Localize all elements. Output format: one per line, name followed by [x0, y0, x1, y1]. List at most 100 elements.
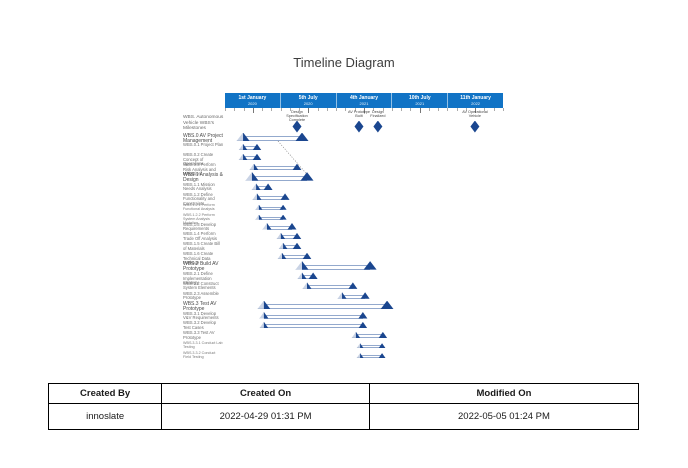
axis-year-label: 2021 — [415, 101, 425, 106]
gantt-row: WBS.1.2 Define Functionality and Constra… — [183, 192, 505, 206]
task-bar-canvas — [225, 202, 503, 212]
tick-mark — [345, 108, 347, 111]
gantt-row: WBS.2.2 Construct System Elements — [183, 281, 505, 291]
task-start-marker-icon — [262, 223, 272, 230]
axis-date-label: 10th July — [408, 95, 431, 101]
gantt-row: WBS.2.1 Define Implementation Strategy — [183, 271, 505, 285]
start-marker-dark — [256, 193, 262, 200]
task-end-marker-icon — [295, 132, 309, 141]
start-marker-dark — [342, 292, 347, 299]
tick-mark — [354, 108, 356, 111]
milestone-row-label: WBS. Autonomous Vehicle WBS's Milestones — [183, 115, 224, 132]
task-end-marker-icon — [308, 272, 318, 279]
task-bar-canvas — [225, 271, 503, 281]
gantt-row: WBS.3.3.1 Conduct Lab Testing — [183, 341, 505, 351]
task-duration-bar — [263, 314, 363, 319]
start-marker-dark — [355, 331, 361, 339]
task-start-marker-icon — [295, 261, 309, 270]
axis-date-label: 11th January — [460, 95, 491, 101]
task-start-marker-icon — [251, 183, 261, 190]
timeline-ticks — [225, 108, 504, 114]
meta-value-cell: 2022-05-05 01:24 PM — [368, 403, 640, 430]
gantt-row: WBS.1.2.1 Perform Functional Analysis — [183, 202, 505, 212]
start-marker-dark — [281, 252, 287, 260]
tick-mark — [410, 108, 412, 111]
task-end-marker-icon — [252, 153, 262, 161]
task-end-marker-icon — [378, 343, 386, 349]
milestone-label: AV Prototype Built — [347, 110, 371, 119]
task-label: WBS.0.2 Create Concept of Operations — [183, 152, 214, 167]
task-end-marker-icon — [358, 312, 368, 319]
task-bar-canvas — [225, 252, 503, 262]
gantt-row: WBS.2.3 Assemble Prototype — [183, 291, 505, 301]
task-bar-canvas — [225, 163, 503, 173]
axis-year-label: 2020 — [247, 101, 257, 106]
task-start-marker-icon — [277, 252, 287, 260]
task-bar-canvas — [225, 331, 503, 341]
gantt-row: WBS.1.6 Create Technical Data Package — [183, 251, 505, 265]
tick-mark — [280, 108, 282, 111]
task-bar-canvas — [225, 351, 503, 361]
task-duration-bar — [263, 324, 363, 329]
task-end-marker-icon — [363, 261, 377, 270]
task-end-marker-icon — [292, 242, 302, 250]
meta-header-cell: Created By — [47, 383, 163, 404]
task-label: WBS.0 AV Project Management — [183, 132, 223, 144]
task-end-marker-icon — [263, 183, 273, 190]
start-marker-dark — [302, 272, 307, 279]
gantt-row: WBS.0.2 Create Concept of Operations — [183, 153, 505, 166]
task-end-marker-icon — [380, 300, 394, 310]
tick-mark — [262, 108, 264, 111]
task-bar-canvas — [225, 321, 503, 331]
gantt-row: WBS.2 Build AV Prototype — [183, 261, 505, 272]
task-bar-canvas — [225, 232, 503, 242]
gantt-row: WBS.0 AV Project Management — [183, 132, 505, 144]
axis-date-label: 4th January — [349, 95, 379, 101]
task-bar-canvas — [225, 143, 503, 153]
gantt-row: WBS.0.3 Perform Risk Analysis and Mitiga… — [183, 162, 505, 176]
task-bar-canvas — [225, 153, 503, 163]
tick-mark — [225, 108, 226, 111]
task-start-marker-icon — [255, 204, 263, 210]
task-duration-bar — [258, 206, 284, 210]
task-start-marker-icon — [252, 193, 262, 200]
start-marker-dark — [253, 163, 259, 171]
start-marker-dark — [263, 312, 269, 319]
task-label: WBS.3.1 Develop V&V Requirements — [183, 310, 219, 321]
start-marker-dark — [243, 143, 248, 151]
tick-mark — [317, 108, 319, 111]
task-label: WBS.3.3.1 Conduct Lab Testing — [183, 341, 223, 350]
task-start-marker-icon — [356, 353, 364, 359]
milestone-label: Design Specification Complete — [286, 110, 308, 123]
axis-date-label: 1st January — [238, 95, 267, 101]
task-start-marker-icon — [259, 321, 269, 329]
meta-header-cell: Created On — [161, 383, 370, 404]
tick-mark — [456, 108, 458, 111]
task-start-marker-icon — [337, 292, 347, 299]
task-end-marker-icon — [378, 353, 386, 359]
task-start-marker-icon — [278, 242, 288, 250]
meta-table: Created By Created On Modified On innoslat… — [47, 383, 640, 430]
task-label: WBS.1.4 Perform Trade Off Analysis — [183, 231, 217, 241]
task-label: WBS.1.2.1 Perform Functional Analysis — [183, 202, 215, 211]
task-start-marker-icon — [236, 132, 250, 141]
task-end-marker-icon — [300, 172, 314, 181]
task-start-marker-icon — [259, 312, 269, 319]
task-label: WBS.1.2.2 Perform System Analysis Modeli… — [183, 212, 215, 225]
tick-mark — [271, 108, 273, 111]
task-end-marker-icon — [292, 163, 302, 171]
tick-mark — [428, 108, 430, 111]
tick-mark — [308, 108, 310, 113]
tick-mark — [364, 108, 365, 113]
start-marker-dark — [243, 153, 248, 161]
gantt-row: WBS.0.1 Project Plan — [183, 143, 505, 153]
task-bar-canvas — [225, 242, 503, 252]
tick-mark — [475, 108, 477, 113]
task-label: WBS.1.5 Create Bill of Materials — [183, 241, 221, 251]
start-marker-dark — [243, 132, 250, 141]
task-bar-canvas — [225, 341, 503, 351]
task-bar-canvas — [225, 281, 503, 291]
gantt-row: WBS.1.1 Mission Needs Analysis — [183, 182, 505, 192]
tick-mark — [438, 108, 440, 111]
start-marker-dark — [307, 282, 312, 289]
